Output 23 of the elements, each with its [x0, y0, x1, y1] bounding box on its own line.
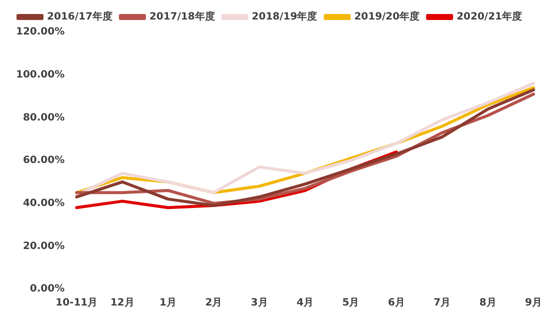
x-tick-label: 7月 [434, 298, 451, 309]
y-tick-label: 20.00% [22, 240, 65, 252]
x-tick-label: 4月 [296, 298, 314, 309]
x-tick-label: 2月 [205, 298, 222, 309]
legend-label: 2019/20年度 [354, 10, 420, 23]
x-tick-label: 5月 [342, 298, 360, 309]
legend-label: 2020/21年度 [456, 10, 522, 23]
x-tick-label: 10-11月 [56, 298, 98, 309]
x-tick-label: 12月 [110, 298, 134, 309]
y-tick-label: 80.00% [22, 112, 65, 124]
x-tick-label: 6月 [388, 298, 405, 309]
x-tick-label: 8月 [479, 298, 496, 309]
x-tick-label: 1月 [160, 298, 176, 309]
y-tick-label: 100.00% [16, 69, 65, 80]
y-tick-label: 0.00% [30, 284, 65, 295]
y-tick-label: 60.00% [22, 155, 65, 166]
x-tick-label: 9月 [525, 298, 542, 309]
y-tick-label: 40.00% [22, 198, 65, 209]
legend-label: 2018/19年度 [252, 10, 318, 23]
legend-label: 2016/17年度 [47, 10, 112, 23]
x-tick-label: 3月 [250, 298, 268, 309]
y-tick-label: 120.00% [16, 26, 65, 38]
legend-label: 2017/18年度 [149, 10, 215, 23]
